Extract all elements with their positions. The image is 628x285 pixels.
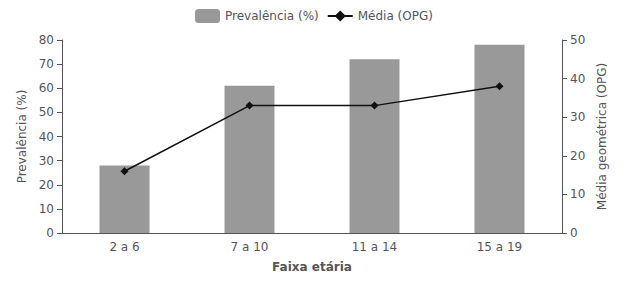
svg-text:50: 50: [39, 105, 54, 119]
svg-text:0: 0: [570, 226, 578, 240]
svg-text:30: 30: [570, 110, 585, 124]
svg-text:0: 0: [46, 226, 54, 240]
svg-text:60: 60: [39, 81, 54, 95]
svg-text:Prevalência (%): Prevalência (%): [225, 9, 319, 23]
svg-text:15 a 19: 15 a 19: [477, 240, 523, 254]
svg-text:10: 10: [570, 187, 585, 201]
svg-text:Faixa etária: Faixa etária: [272, 260, 352, 274]
svg-text:Média geométrica (OPG): Média geométrica (OPG): [595, 63, 609, 210]
svg-text:50: 50: [570, 33, 585, 47]
svg-text:20: 20: [39, 178, 54, 192]
svg-text:10: 10: [39, 202, 54, 216]
svg-text:Prevalência (%): Prevalência (%): [15, 90, 29, 184]
svg-text:2 a 6: 2 a 6: [109, 240, 139, 254]
svg-text:Média (OPG): Média (OPG): [358, 9, 433, 23]
svg-text:40: 40: [39, 130, 54, 144]
svg-text:11 a 14: 11 a 14: [352, 240, 398, 254]
svg-text:7 a 10: 7 a 10: [231, 240, 269, 254]
svg-text:40: 40: [570, 72, 585, 86]
svg-text:70: 70: [39, 57, 54, 71]
svg-text:20: 20: [570, 149, 585, 163]
svg-text:80: 80: [39, 33, 54, 47]
svg-text:30: 30: [39, 154, 54, 168]
